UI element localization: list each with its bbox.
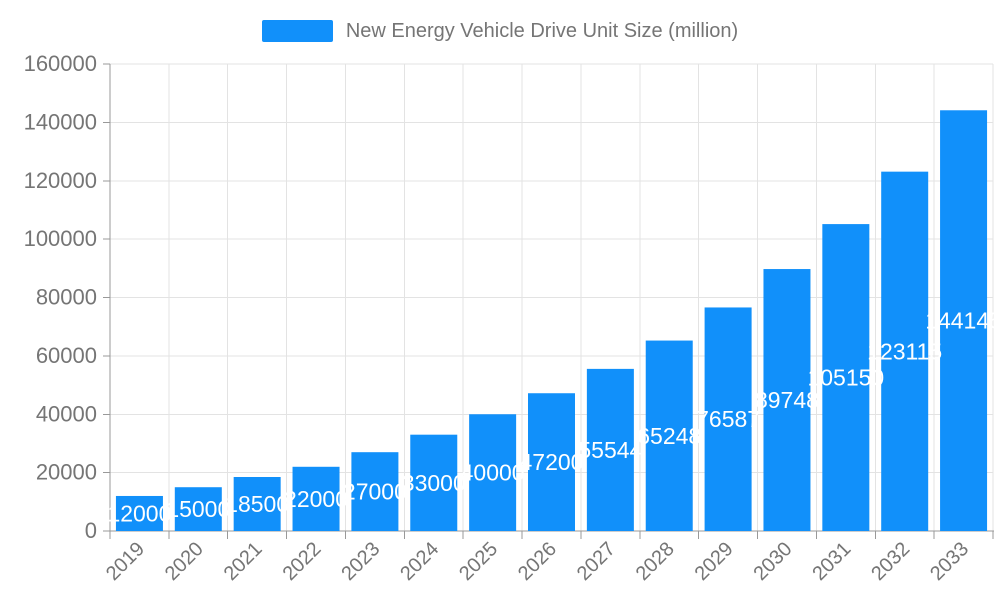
bar-value-label: 40000 [461, 460, 525, 486]
bar-2022[interactable] [292, 466, 340, 531]
bar-value-label: 89748 [755, 387, 819, 413]
x-axis-tick-label: 2032 [867, 538, 914, 585]
bar-2020[interactable] [174, 487, 222, 531]
bar-value-label: 105150 [807, 365, 884, 391]
legend-label: New Energy Vehicle Drive Unit Size (mill… [345, 20, 739, 42]
y-axis-tick-label: 120000 [24, 168, 97, 193]
x-axis-tick-label: 2030 [749, 538, 796, 585]
x-axis-tick-label: 2021 [220, 538, 267, 585]
bar-2027[interactable] [586, 368, 634, 531]
bar-2024[interactable] [410, 434, 458, 531]
bar-2028[interactable] [645, 340, 693, 531]
bar-2032[interactable] [881, 171, 929, 532]
bar-value-label: 27000 [343, 479, 407, 505]
y-axis-tick-label: 0 [85, 518, 97, 543]
bar-value-label: 144145 [925, 308, 1000, 334]
x-axis-tick-label: 2029 [691, 538, 738, 585]
y-axis-tick-label: 100000 [24, 226, 97, 251]
bar-value-label: 33000 [402, 470, 466, 496]
bar-value-label: 18500 [225, 491, 289, 517]
x-axis-tick-label: 2026 [514, 538, 561, 585]
bar-value-label: 15000 [166, 496, 230, 522]
bar-2029[interactable] [704, 307, 752, 531]
bar-2026[interactable] [528, 393, 575, 531]
x-axis-tick-label: 2025 [455, 538, 502, 585]
bar-value-label: 22000 [284, 486, 348, 512]
x-axis-tick-label: 2019 [102, 538, 149, 585]
bar-value-label: 47200 [520, 449, 584, 475]
bar-value-label: 12000 [107, 500, 171, 526]
bar-value-label: 55544 [578, 437, 642, 463]
bar-value-label: 123115 [867, 338, 942, 364]
y-axis-tick-label: 20000 [36, 460, 97, 485]
x-axis-tick-label: 2031 [808, 538, 855, 585]
x-axis-tick-label: 2024 [396, 538, 443, 585]
y-axis-tick-label: 160000 [24, 51, 97, 76]
bar-value-label: 76587 [696, 406, 760, 432]
bar-2025[interactable] [469, 414, 517, 531]
x-axis-tick-label: 2033 [926, 538, 973, 585]
legend-swatch [261, 20, 333, 42]
x-axis-tick-label: 2023 [337, 538, 384, 585]
bar-2023[interactable] [351, 452, 399, 531]
y-axis-tick-label: 60000 [36, 343, 97, 368]
bar-2021[interactable] [233, 477, 281, 531]
bar-2031[interactable] [822, 224, 870, 531]
x-axis-tick-label: 2020 [161, 538, 208, 585]
y-axis-tick-label: 80000 [36, 285, 97, 310]
x-axis-tick-label: 2022 [279, 538, 326, 585]
bar-2030[interactable] [763, 269, 811, 531]
bar-value-label: 65248 [637, 423, 701, 449]
y-axis-tick-label: 140000 [24, 109, 97, 134]
x-axis-tick-label: 2027 [573, 538, 620, 585]
bar-2019[interactable] [115, 495, 163, 531]
bar-2033[interactable] [940, 110, 988, 531]
x-axis-tick-label: 2028 [632, 538, 679, 585]
y-axis-tick-label: 40000 [36, 401, 97, 426]
legend[interactable]: New Energy Vehicle Drive Unit Size (mill… [0, 20, 1000, 42]
